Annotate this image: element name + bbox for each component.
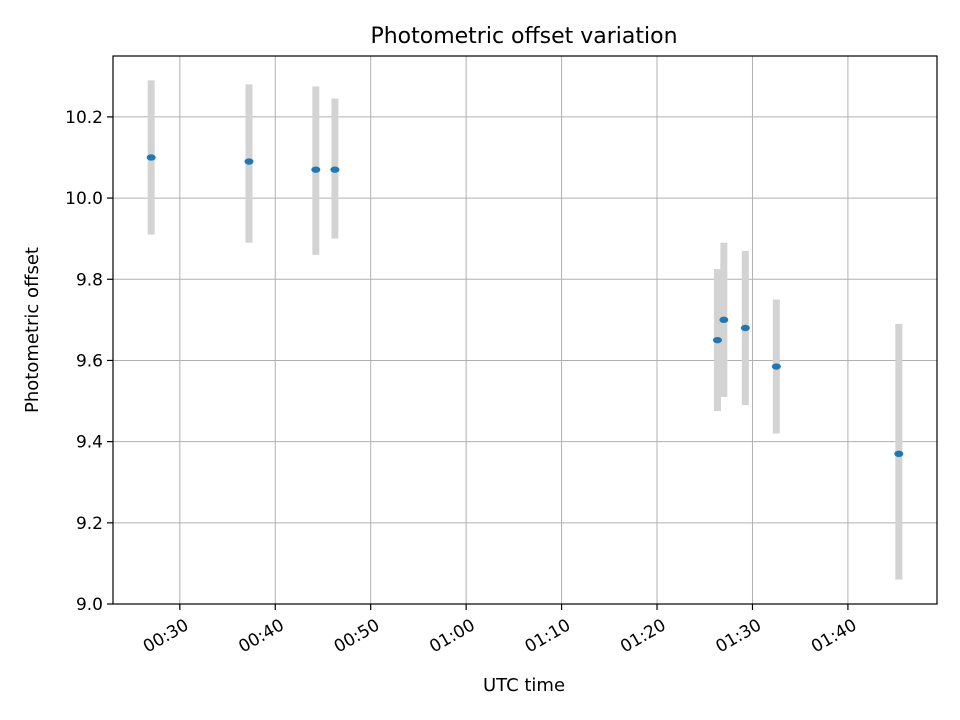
data-points	[146, 154, 904, 458]
x-tick-label: 00:50	[331, 615, 383, 657]
x-tick-label: 00:40	[235, 615, 287, 657]
x-tick-label: 00:30	[140, 615, 192, 657]
plot-frame	[112, 55, 938, 605]
y-tick-label: 9.6	[76, 351, 103, 371]
x-tick-label: 01:10	[522, 615, 574, 657]
error-bars	[147, 80, 903, 580]
x-tick-label: 01:00	[426, 615, 478, 657]
y-tick-label: 9.2	[76, 514, 103, 534]
data-point	[740, 324, 750, 332]
data-point	[771, 363, 781, 370]
data-point	[894, 450, 904, 458]
data-point	[146, 154, 156, 161]
x-tick-label: 01:40	[808, 615, 860, 657]
x-tick-label: 01:30	[713, 615, 765, 657]
data-point	[311, 166, 321, 173]
y-tick-label: 9.0	[76, 595, 103, 615]
data-point	[712, 336, 722, 344]
x-axis: 00:30 00:40 00:50 01:00 01:10 01:20 01:30 01:40	[140, 604, 860, 657]
grid	[113, 56, 937, 605]
data-point	[330, 166, 340, 173]
data-point	[719, 316, 729, 324]
y-tick-label: 9.8	[76, 270, 103, 290]
y-axis-label: Photometric offset	[22, 247, 43, 413]
data-point	[244, 158, 254, 165]
y-tick-label: 10.0	[65, 189, 103, 209]
chart-title: Photometric offset variation	[370, 24, 677, 49]
y-axis: 9.0 9.2 9.4 9.6 9.8 10.0 10.2	[65, 108, 113, 615]
x-axis-label: UTC time	[483, 675, 565, 696]
y-tick-label: 9.4	[76, 433, 103, 453]
y-tick-label: 10.2	[65, 108, 103, 128]
x-tick-label: 01:20	[617, 615, 669, 657]
